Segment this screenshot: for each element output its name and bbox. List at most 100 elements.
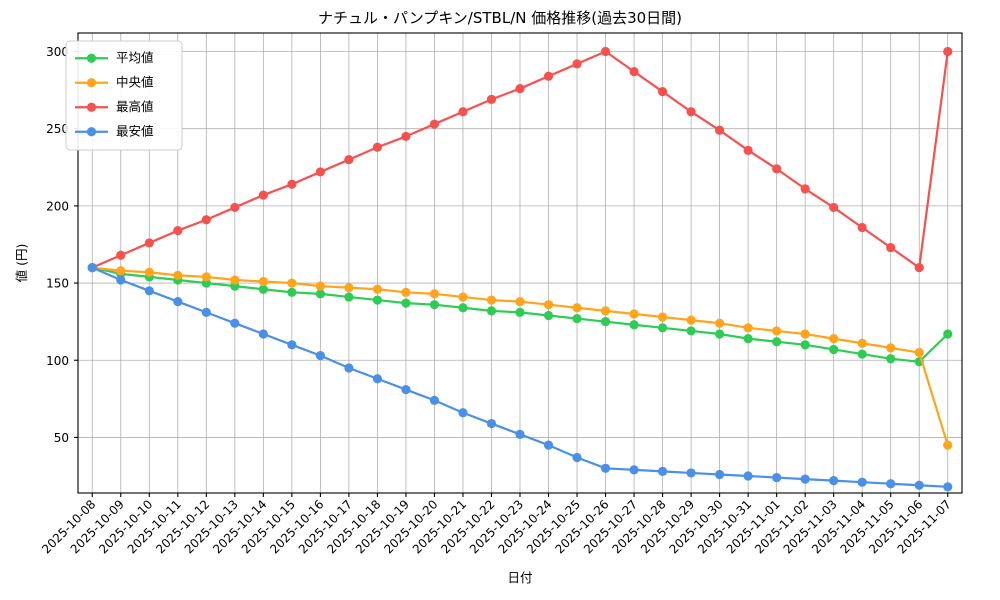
data-point [686, 468, 696, 478]
data-point [458, 107, 468, 117]
data-point [914, 347, 924, 358]
data-point [772, 164, 782, 174]
data-point [458, 303, 468, 313]
data-point [258, 329, 268, 339]
data-point [287, 179, 297, 189]
legend-swatch-marker [86, 53, 97, 63]
data-point [287, 340, 297, 350]
data-point [173, 225, 183, 236]
data-point [230, 202, 240, 213]
plot-area-border [77, 32, 963, 494]
series-4 [87, 263, 953, 492]
data-point [372, 374, 383, 384]
data-point [715, 125, 725, 135]
legend-label: 中央値 [116, 74, 154, 89]
data-point [173, 270, 183, 280]
data-point [829, 476, 839, 486]
data-point [144, 267, 154, 277]
y-tick-label: 50 [54, 431, 69, 445]
data-point [886, 479, 896, 489]
data-point [686, 107, 696, 117]
data-point [515, 83, 525, 94]
data-point [344, 283, 354, 293]
data-point [543, 310, 554, 321]
data-point [829, 334, 839, 344]
legend-item-4[interactable]: 最安値 [75, 123, 154, 138]
legend-label: 最高値 [116, 99, 154, 114]
data-point [87, 263, 97, 273]
data-point [800, 474, 810, 484]
y-axis-tick-labels: 50 100 150 200 250 300 [46, 45, 69, 445]
y-tick-label: 100 [46, 354, 69, 368]
data-point [515, 296, 525, 307]
data-point [429, 289, 440, 299]
data-point [857, 222, 867, 233]
data-point [486, 94, 497, 104]
data-point [600, 317, 611, 327]
data-point [743, 145, 753, 155]
data-point [600, 46, 611, 57]
data-point [315, 289, 325, 299]
x-tickmark-layer [91, 493, 949, 497]
series-2 [87, 263, 953, 450]
data-point [315, 281, 325, 291]
data-point [543, 71, 554, 81]
data-point [800, 184, 810, 194]
data-point [173, 296, 183, 307]
data-point [886, 354, 896, 364]
data-point [429, 300, 440, 310]
data-point [629, 309, 639, 319]
data-point [201, 215, 211, 225]
data-point [572, 303, 582, 313]
data-point [715, 469, 725, 480]
data-point [886, 242, 896, 253]
data-point [401, 298, 411, 308]
data-point [629, 66, 639, 77]
data-point [657, 312, 668, 322]
legend-background [65, 40, 183, 151]
legend-label: 最安値 [116, 123, 154, 138]
data-point [230, 275, 240, 285]
data-point [857, 349, 867, 359]
data-point [116, 250, 126, 260]
data-point [144, 286, 154, 296]
data-point [772, 472, 782, 483]
data-point [572, 452, 582, 463]
y-tick-label: 250 [46, 122, 69, 136]
legend-swatch-marker [86, 78, 97, 88]
data-point [857, 477, 867, 487]
data-point [201, 272, 211, 282]
data-point [657, 466, 668, 476]
data-point [315, 351, 325, 361]
data-point [715, 318, 725, 328]
data-point [543, 440, 554, 450]
data-point [572, 59, 582, 69]
data-point [657, 323, 668, 333]
data-point [686, 315, 696, 325]
data-point [543, 300, 554, 310]
data-point [372, 142, 383, 152]
legend-item-2[interactable]: 中央値 [75, 74, 154, 89]
data-point [743, 334, 753, 344]
data-point [629, 465, 639, 475]
data-point [458, 408, 468, 418]
data-point [800, 340, 810, 350]
data-point [401, 287, 411, 297]
legend-item-1[interactable]: 平均値 [75, 50, 154, 65]
data-point [372, 295, 383, 305]
data-point [486, 418, 497, 429]
data-point [116, 266, 126, 276]
legend-item-3[interactable]: 最高値 [75, 99, 154, 114]
data-point [572, 313, 582, 324]
chart-title: ナチュル・パンプキン/STBL/N 価格推移(過去30日間) [318, 9, 682, 27]
data-point [829, 202, 839, 213]
data-point [401, 131, 411, 142]
data-point [800, 329, 810, 339]
data-point [686, 326, 696, 336]
data-point [287, 287, 297, 297]
legend-label: 平均値 [116, 50, 154, 65]
data-point [886, 343, 896, 353]
